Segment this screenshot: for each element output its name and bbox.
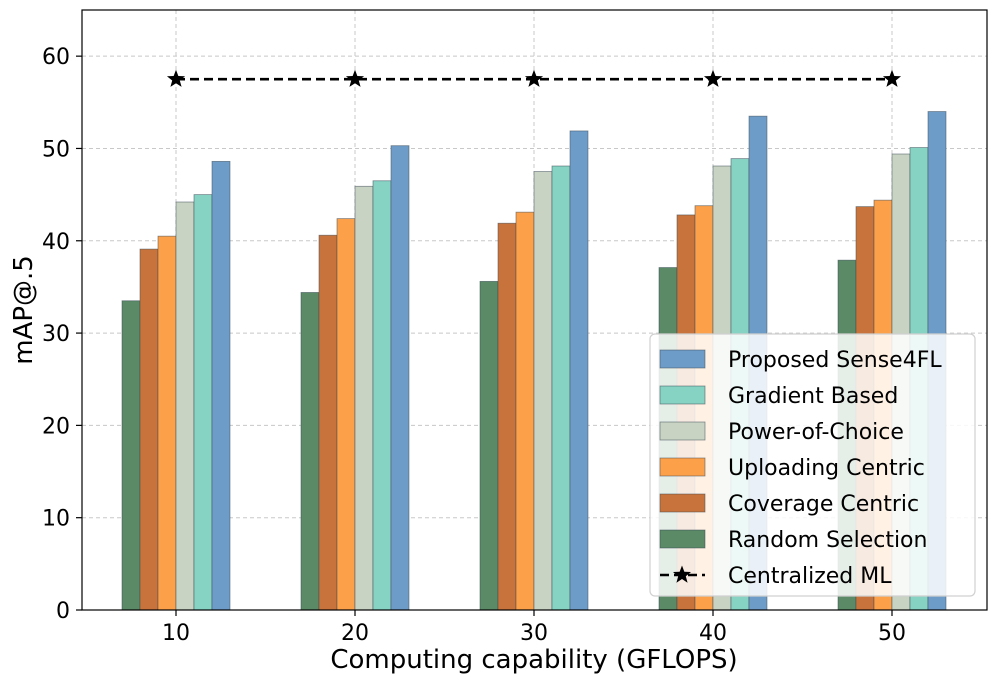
legend-swatch-uploading-centric bbox=[659, 457, 706, 477]
legend-swatch-power-of-choice bbox=[659, 421, 706, 441]
y-axis: 0 10 20 30 40 50 60 bbox=[42, 45, 82, 624]
bar-proposed-sense4fl-10 bbox=[211, 160, 231, 611]
x-tick-label-20: 20 bbox=[341, 621, 369, 646]
y-tick-label-60: 60 bbox=[42, 45, 70, 70]
bar-random-selection-30 bbox=[479, 280, 499, 611]
bar-power-of-choice-30 bbox=[533, 171, 553, 611]
centralized-line bbox=[166, 69, 902, 87]
bar-power-of-choice-20 bbox=[354, 185, 374, 611]
legend-label-random-selection: Random Selection bbox=[728, 528, 927, 553]
legend-label-power-of-choice: Power-of-Choice bbox=[728, 420, 904, 445]
centralized-ml-marker-50 bbox=[882, 69, 902, 87]
y-tick-label-40: 40 bbox=[42, 230, 70, 255]
bar-coverage-centric-30 bbox=[497, 222, 517, 611]
legend-label-gradient-based: Gradient Based bbox=[728, 384, 898, 409]
bar-coverage-centric-10 bbox=[139, 248, 159, 611]
x-tick-label-10: 10 bbox=[162, 621, 190, 646]
bar-random-selection-10 bbox=[121, 300, 141, 611]
x-axis-label: Computing capability (GFLOPS) bbox=[330, 645, 737, 675]
legend-box bbox=[649, 333, 976, 597]
bar-gradient-based-30 bbox=[551, 165, 571, 611]
bar-proposed-sense4fl-20 bbox=[390, 145, 410, 611]
x-tick-label-30: 30 bbox=[520, 621, 548, 646]
y-tick-label-20: 20 bbox=[42, 414, 70, 439]
y-tick-label-10: 10 bbox=[42, 507, 70, 532]
legend-swatch-random-selection bbox=[659, 529, 706, 549]
bar-uploading-centric-20 bbox=[336, 218, 356, 611]
legend-label-centralized-ml: Centralized ML bbox=[728, 564, 892, 589]
centralized-ml-marker-10 bbox=[166, 69, 186, 87]
y-axis-label: mAP@.5 bbox=[9, 255, 39, 365]
bar-gradient-based-10 bbox=[193, 194, 213, 611]
x-axis: 10 20 30 40 50 bbox=[162, 610, 906, 646]
y-tick-label-30: 30 bbox=[42, 322, 70, 347]
legend-label-uploading-centric: Uploading Centric bbox=[728, 456, 925, 481]
x-tick-label-50: 50 bbox=[878, 621, 906, 646]
bar-random-selection-20 bbox=[300, 292, 320, 611]
legend-star-centralized-ml bbox=[672, 565, 692, 583]
bar-proposed-sense4fl-30 bbox=[569, 130, 589, 611]
centralized-ml-marker-40 bbox=[703, 69, 723, 87]
legend-swatch-proposed-sense4fl bbox=[659, 349, 706, 369]
centralized-ml-marker-20 bbox=[345, 69, 365, 87]
centralized-ml-marker-30 bbox=[524, 69, 544, 87]
legend: Proposed Sense4FL Gradient Based Power-of-… bbox=[649, 333, 976, 597]
bar-uploading-centric-30 bbox=[515, 211, 535, 611]
bar-power-of-choice-10 bbox=[175, 201, 195, 611]
bar-uploading-centric-10 bbox=[157, 235, 177, 611]
legend-label-coverage-centric: Coverage Centric bbox=[728, 492, 919, 517]
legend-swatch-coverage-centric bbox=[659, 493, 706, 513]
bar-gradient-based-20 bbox=[372, 180, 392, 611]
legend-swatch-gradient-based bbox=[659, 385, 706, 405]
x-tick-label-40: 40 bbox=[699, 621, 727, 646]
y-tick-label-0: 0 bbox=[56, 599, 70, 624]
bar-coverage-centric-20 bbox=[318, 234, 338, 611]
y-tick-label-50: 50 bbox=[42, 137, 70, 162]
legend-label-proposed-sense4fl: Proposed Sense4FL bbox=[728, 348, 942, 373]
